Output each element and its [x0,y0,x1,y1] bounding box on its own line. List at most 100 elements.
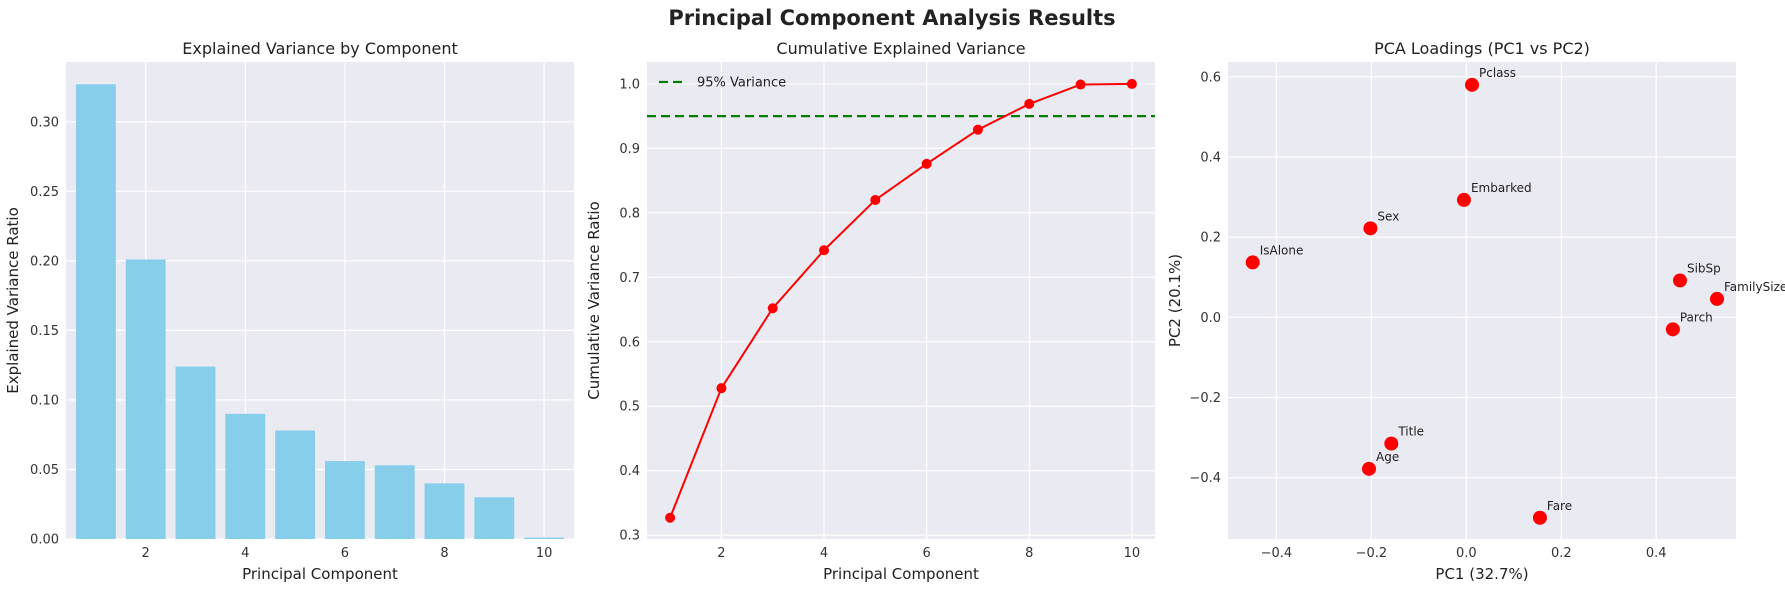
x-tick-label: 0.4 [1646,546,1667,561]
chart-title: Explained Variance by Component [182,39,457,58]
x-axis-label: PC1 (32.7%) [1435,565,1528,583]
line-point [972,124,983,135]
loading-label: Pclass [1479,66,1516,80]
x-axis-label: Principal Component [823,565,979,583]
line-point [716,383,727,394]
y-axis-label: Cumulative Variance Ratio [585,201,603,399]
line-point [1024,98,1035,109]
loading-label: Fare [1547,499,1572,513]
loading-label: Sex [1377,209,1399,223]
x-tick-label: 10 [1124,546,1141,561]
bar [424,483,465,539]
y-tick-label: 0.20 [30,254,59,269]
line-point [665,512,676,523]
x-tick-label: 6 [341,546,349,561]
loading-point [1384,436,1399,451]
tick-labels: 2 4 6 8 10 0.3 0.4 0.5 0.6 0.7 0.8 0.9 1.0 [619,77,1140,561]
x-tick-label: 4 [820,546,828,561]
tick-labels: −0.4 −0.2 0.0 0.2 0.4 −0.4 −0.2 0.0 0.2 0.4 0.6 [1189,70,1666,561]
line-point [1126,78,1137,89]
x-tick-label: 2 [142,546,150,561]
bar [75,84,116,539]
y-tick-label: 0.10 [30,393,59,408]
loading-point [1665,322,1680,337]
x-tick-label: −0.4 [1261,546,1293,561]
bar [524,537,565,539]
y-tick-label: 0.05 [30,463,59,478]
x-axis-label: Principal Component [242,565,398,583]
chart-title: Cumulative Explained Variance [776,39,1025,58]
y-tick-label: 0.3 [619,529,640,544]
line-point [921,158,932,169]
cumulative-line [669,82,1132,519]
y-tick-label: 0.8 [619,206,640,221]
y-tick-label: 0.2 [1200,231,1221,246]
y-tick-label: 0.30 [30,115,59,130]
bar [125,259,166,539]
tick-labels: 2 4 6 8 10 0.00 0.05 0.10 0.15 0.20 0.25 0.30 [30,115,552,561]
x-tick-label: 4 [241,546,249,561]
y-tick-label: 0.0 [1200,311,1221,326]
line-point [870,194,881,205]
x-tick-label: 8 [1025,546,1033,561]
y-tick-label: 0.4 [1200,150,1221,165]
chart-title: PCA Loadings (PC1 vs PC2) [1374,39,1590,58]
loading-label: Age [1376,450,1399,464]
legend: 95% Variance [659,76,786,91]
y-tick-label: 0.00 [30,533,59,548]
bar [324,461,365,539]
y-axis-label: Explained Variance Ratio [4,207,22,394]
loading-point [1672,273,1687,288]
x-tick-label: 8 [440,546,448,561]
loading-label: SibSp [1687,261,1721,275]
y-tick-label: −0.2 [1189,391,1221,406]
y-tick-label: 0.6 [1200,70,1221,85]
x-tick-label: 2 [717,546,725,561]
bar [374,465,415,539]
y-tick-label: 0.15 [30,324,59,339]
x-tick-label: 10 [536,546,553,561]
y-tick-label: 0.25 [30,185,59,200]
bar [275,430,316,539]
loading-point [1710,291,1725,306]
y-axis-label: PC2 (20.1%) [1166,254,1184,347]
loading-label: Embarked [1471,181,1532,195]
bar [175,366,216,539]
explained-variance-panel: 2 4 6 8 10 0.00 0.05 0.10 0.15 0.20 0.25 0.30 Expla… [4,39,574,583]
line-point [767,303,778,314]
loading-point [1363,221,1378,236]
y-tick-label: 0.5 [619,400,640,415]
loading-point [1245,255,1260,270]
x-tick-label: −0.2 [1356,546,1388,561]
line-series [647,78,1155,523]
loading-point [1456,192,1471,207]
grid [647,62,1155,539]
loading-point [1465,77,1480,92]
line-point [1075,79,1086,90]
figure-title: Principal Component Analysis Results [668,6,1115,30]
y-tick-label: 0.7 [619,271,640,286]
y-tick-label: 0.6 [619,335,640,350]
plot-background [647,62,1155,539]
bars [75,84,565,539]
y-tick-label: 0.9 [619,142,640,157]
bar [474,497,515,539]
loading-point [1362,461,1377,476]
y-tick-label: −0.4 [1189,471,1221,486]
bar [225,413,266,539]
cumulative-variance-panel: 2 4 6 8 10 0.3 0.4 0.5 0.6 0.7 0.8 0.9 1.0 95% Varia… [585,39,1155,583]
plot-background [1228,62,1736,539]
loading-label: FamilySize [1724,280,1785,294]
y-tick-label: 0.4 [619,464,640,479]
y-tick-label: 1.0 [619,77,640,92]
loading-label: IsAlone [1260,243,1304,257]
loading-point [1532,510,1547,525]
x-tick-label: 0.0 [1456,546,1477,561]
line-point [819,245,830,256]
loading-label: Title [1397,425,1424,439]
legend-threshold-label: 95% Variance [697,76,786,91]
loading-label: Parch [1680,310,1713,324]
